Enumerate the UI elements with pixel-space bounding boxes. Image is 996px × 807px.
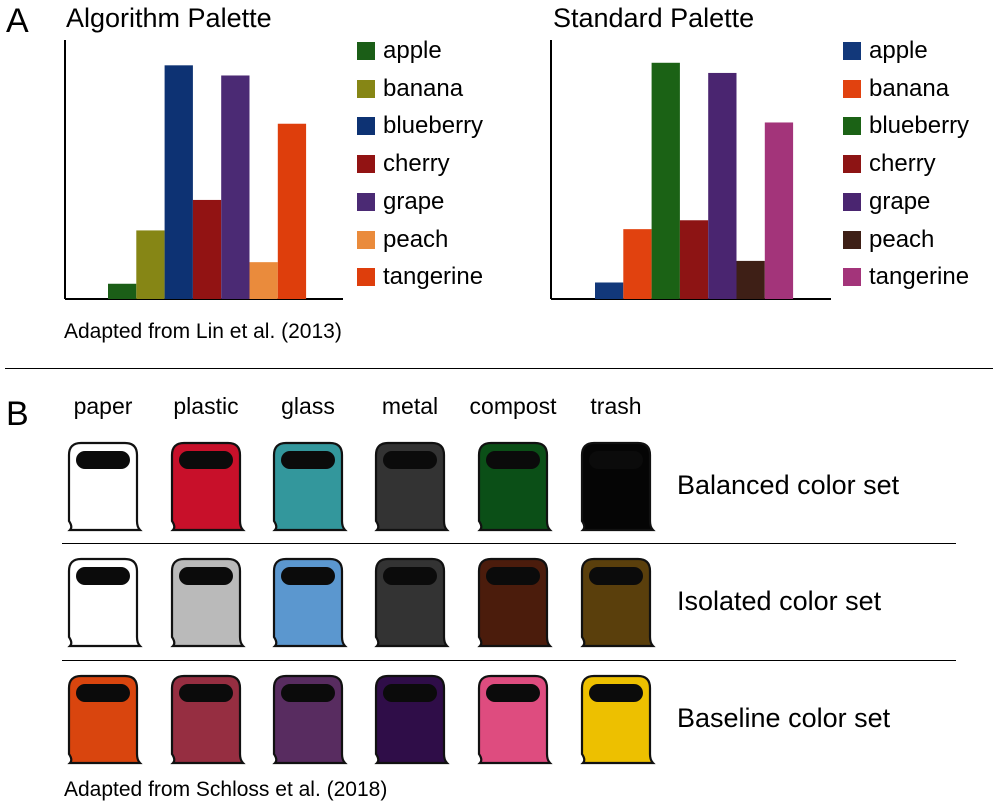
bar-peach: [249, 262, 278, 299]
standard-chart-title: Standard Palette: [553, 3, 755, 33]
legend-label-blueberry: blueberry: [869, 112, 970, 140]
legend-swatch-apple: [357, 42, 375, 60]
bin-paper: [67, 674, 143, 765]
legend-label-peach: peach: [869, 225, 935, 253]
bin-slot: [589, 684, 643, 702]
bar-tangerine: [277, 123, 307, 300]
legend-swatch-peach: [843, 230, 861, 249]
legend-swatch-grape: [843, 192, 861, 211]
panel-a-caption: Adapted from Lin et al. (2013): [64, 320, 342, 343]
bin-category-metal: metal: [381, 393, 439, 419]
bin-paper: [67, 441, 143, 532]
legend-swatch-grape: [357, 192, 375, 211]
bin-slot: [589, 451, 643, 469]
row-divider-1: [62, 543, 956, 544]
bar-blueberry: [651, 62, 680, 299]
legend-label-banana: banana: [383, 74, 464, 102]
legend-label-cherry: cherry: [869, 150, 936, 178]
color-set-label: Baseline color set: [677, 703, 891, 733]
bin-slot: [486, 684, 540, 702]
legend-swatch-cherry: [843, 155, 861, 174]
bin-category-compost: compost: [469, 393, 557, 419]
legend-swatch-cherry: [357, 155, 375, 174]
legend-swatch-blueberry: [357, 117, 375, 136]
bar-grape: [221, 75, 250, 299]
color-set-label: Balanced color set: [677, 470, 900, 500]
bar-blueberry: [164, 65, 193, 299]
bin-glass: [272, 557, 348, 648]
bin-slot: [76, 684, 130, 702]
bin-compost: [477, 674, 553, 765]
legend-label-grape: grape: [383, 187, 445, 215]
legend-label-peach: peach: [383, 225, 449, 253]
bin-trash: [580, 557, 656, 648]
bin-glass: [272, 441, 348, 532]
bar-cherry: [192, 199, 222, 299]
bin-slot: [179, 451, 233, 469]
legend-label-apple: apple: [869, 37, 928, 64]
bin-metal: [374, 557, 450, 648]
bin-plastic: [170, 674, 246, 765]
bin-slot: [76, 567, 130, 585]
legend-swatch-peach: [357, 230, 375, 249]
bin-slot: [281, 684, 335, 702]
bin-compost: [477, 557, 553, 648]
legend-swatch-banana: [357, 79, 375, 98]
legend-label-cherry: cherry: [383, 150, 450, 178]
bar-apple: [595, 282, 624, 299]
bin-slot: [486, 451, 540, 469]
bin-category-glass: glass: [281, 393, 335, 419]
color-set-label: Isolated color set: [677, 586, 882, 616]
bar-banana: [136, 230, 165, 299]
legend-label-apple: apple: [383, 37, 442, 64]
legend-label-blueberry: blueberry: [383, 112, 484, 140]
bar-peach: [736, 260, 765, 299]
bin-slot: [383, 567, 437, 585]
bin-category-trash: trash: [590, 393, 642, 419]
legend-label-tangerine: tangerine: [383, 263, 484, 291]
bar-tangerine: [764, 122, 794, 299]
bar-cherry: [679, 220, 709, 299]
panel-b-letter: B: [6, 395, 29, 433]
legend-swatch-tangerine: [843, 268, 861, 287]
bin-slot: [383, 684, 437, 702]
bin-slot: [179, 567, 233, 585]
bin-slot: [281, 451, 335, 469]
bin-trash: [580, 674, 656, 765]
bin-plastic: [170, 441, 246, 532]
bar-apple: [108, 283, 137, 299]
bin-metal: [374, 441, 450, 532]
row-divider-2: [62, 660, 956, 661]
legend-swatch-blueberry: [843, 117, 861, 136]
legend-label-tangerine: tangerine: [869, 263, 970, 291]
legend-label-grape: grape: [869, 187, 931, 215]
bin-slot: [486, 567, 540, 585]
bin-slot: [383, 451, 437, 469]
bin-glass: [272, 674, 348, 765]
bar-grape: [708, 72, 737, 299]
bin-paper: [67, 557, 143, 648]
bin-compost: [477, 441, 553, 532]
bin-plastic: [170, 557, 246, 648]
bar-banana: [623, 229, 652, 299]
bin-category-plastic: plastic: [173, 393, 239, 419]
panel-b-caption: Adapted from Schloss et al. (2018): [64, 778, 388, 801]
bin-trash: [580, 441, 656, 532]
legend-label-banana: banana: [869, 74, 950, 102]
bin-slot: [76, 451, 130, 469]
panel-a-letter: A: [6, 2, 29, 40]
algorithm-chart-title: Algorithm Palette: [66, 3, 272, 33]
bin-metal: [374, 674, 450, 765]
legend-swatch-banana: [843, 79, 861, 98]
legend-swatch-tangerine: [357, 268, 375, 287]
panel-divider: [5, 368, 993, 369]
bin-slot: [179, 684, 233, 702]
bin-slot: [589, 567, 643, 585]
bin-category-paper: paper: [73, 393, 133, 419]
bin-slot: [281, 567, 335, 585]
legend-swatch-apple: [843, 42, 861, 60]
